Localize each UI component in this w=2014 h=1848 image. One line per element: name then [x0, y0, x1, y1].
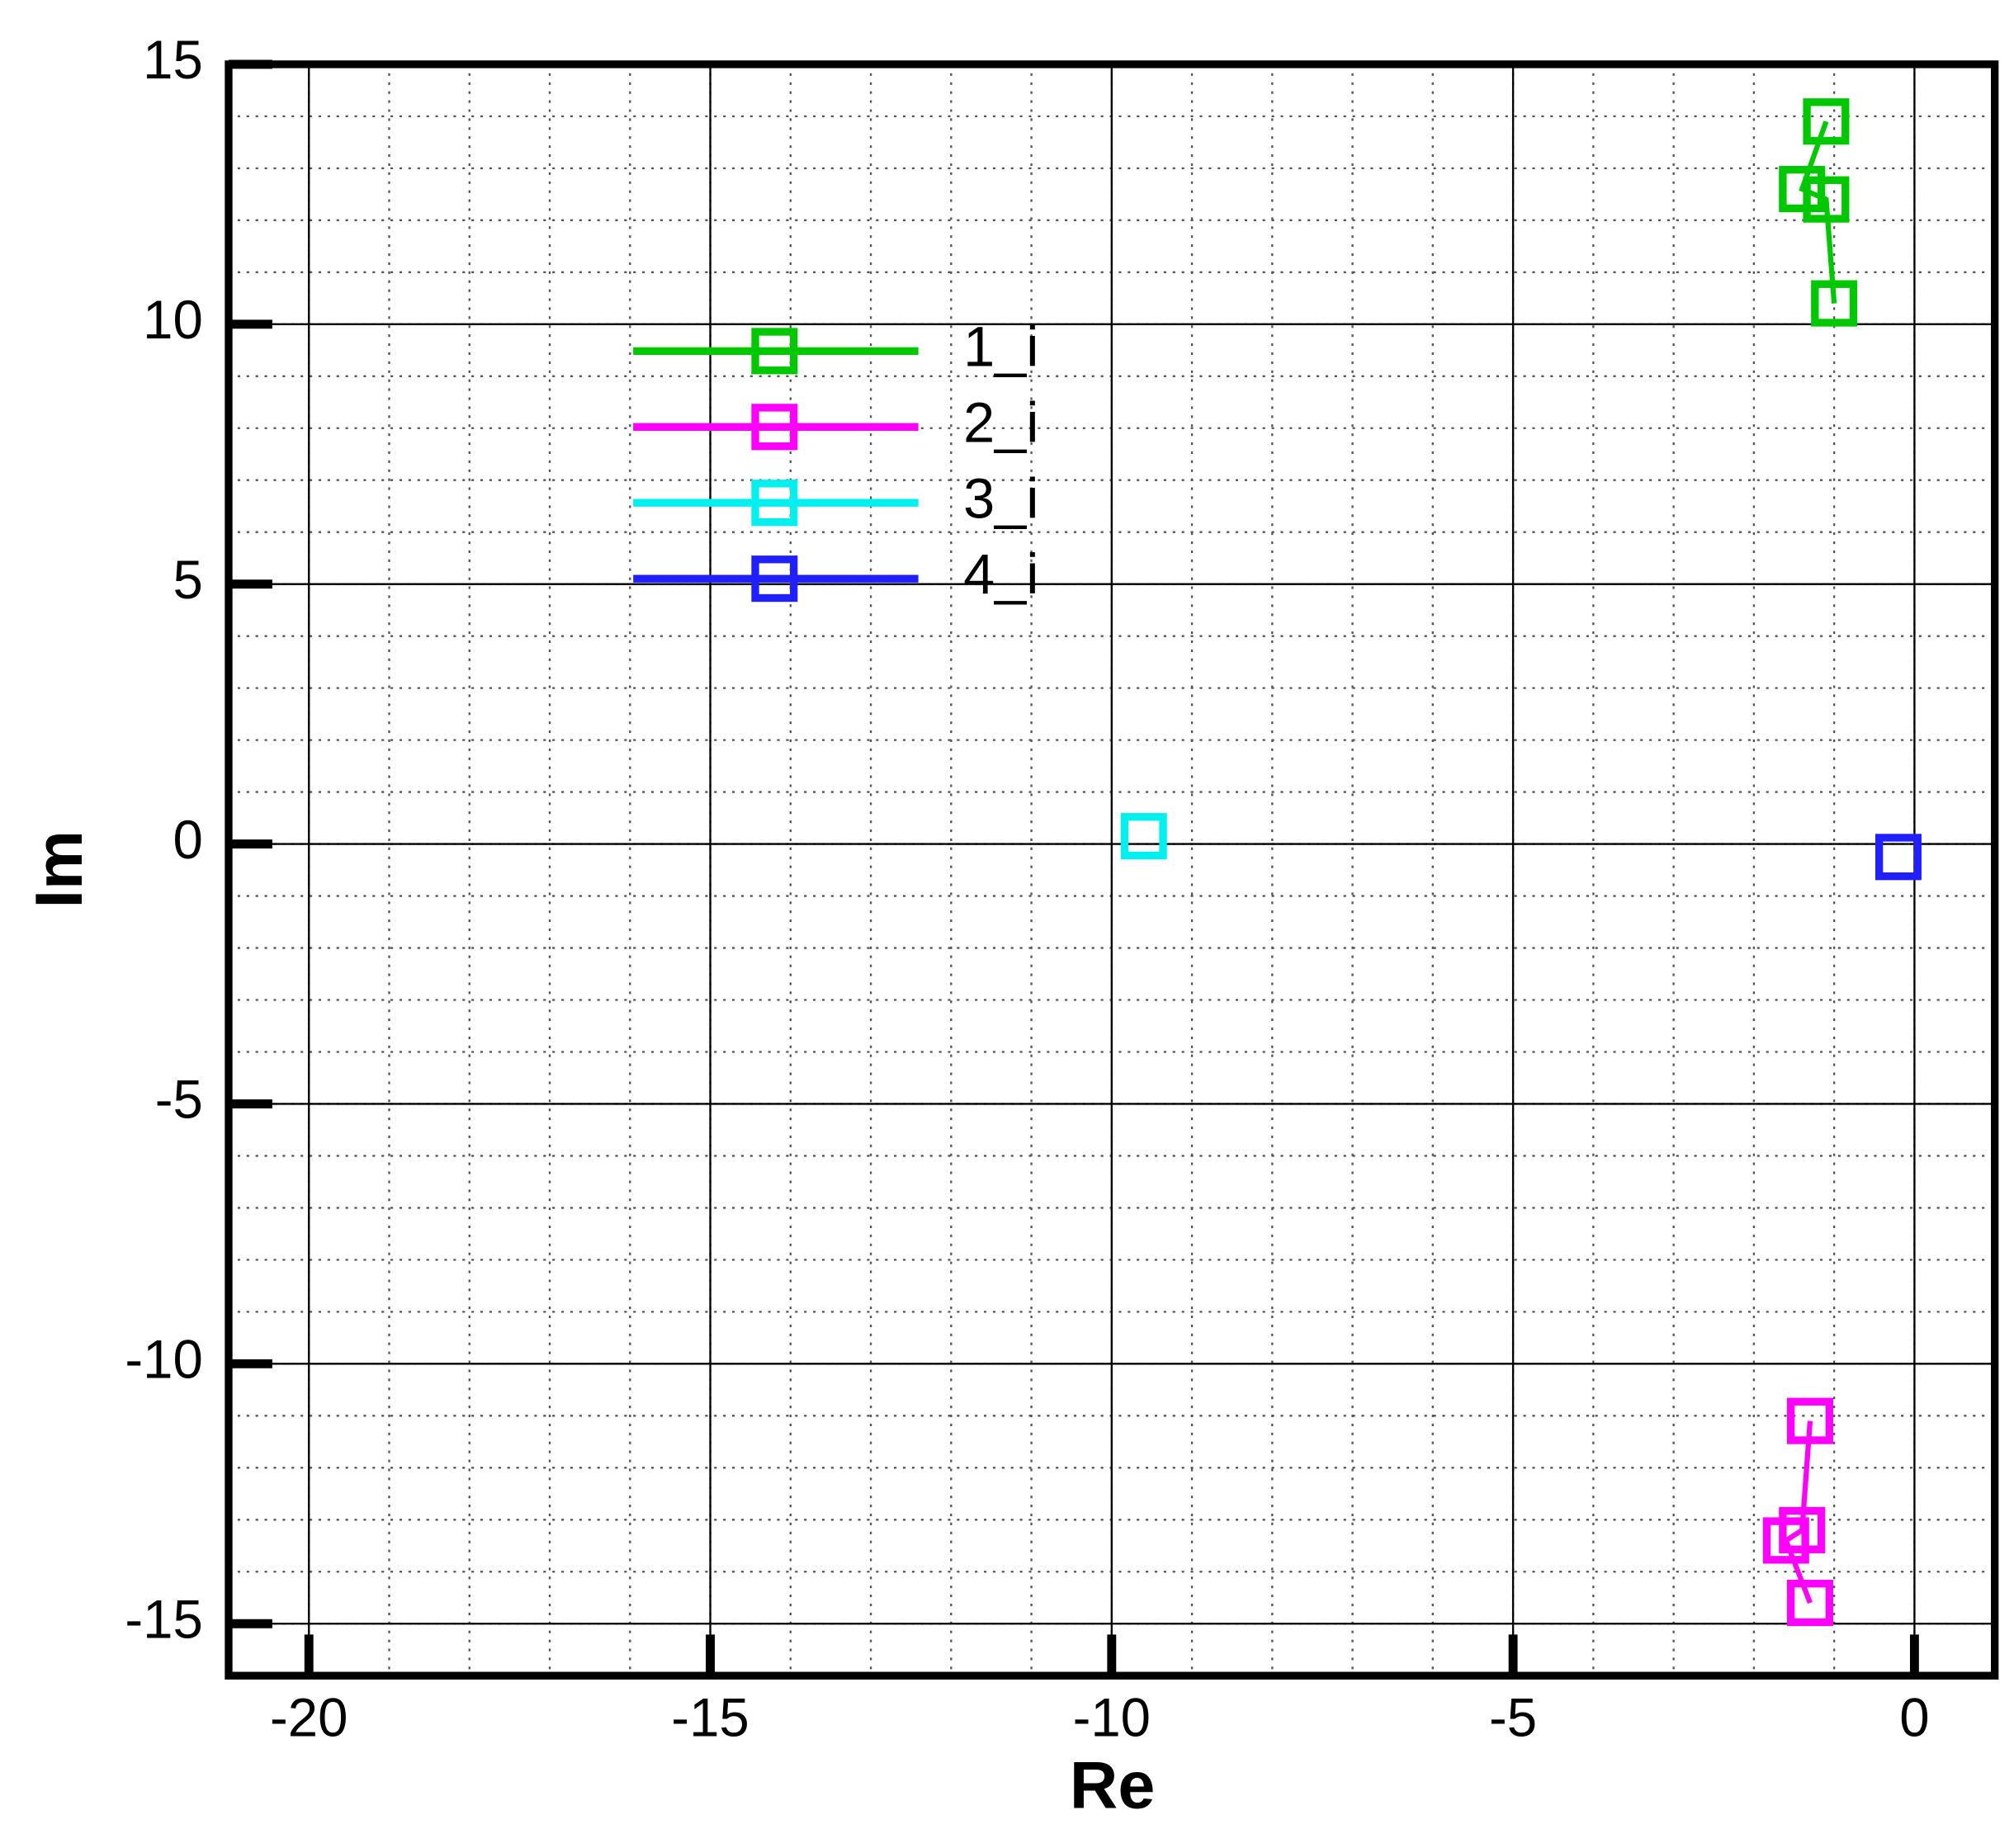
- y-tick-label: 10: [143, 290, 203, 350]
- y-tick-label: 0: [173, 810, 203, 870]
- legend-label: 3_i: [963, 466, 1038, 530]
- marker: [1786, 1397, 1833, 1444]
- marker: [1875, 834, 1922, 881]
- legend-marker: [751, 328, 798, 375]
- marker: [1803, 176, 1850, 223]
- legend-label: 1_i: [963, 314, 1038, 378]
- legend-label: 4_i: [963, 542, 1038, 606]
- y-tick-label: 15: [143, 30, 203, 90]
- x-axis-label: Re: [1070, 1748, 1155, 1822]
- y-tick-label: -15: [125, 1589, 202, 1649]
- legend-marker: [751, 404, 798, 451]
- y-tick-label: -5: [155, 1070, 203, 1130]
- marker: [1811, 280, 1858, 327]
- marker: [1803, 98, 1850, 145]
- y-axis-label: Im: [22, 830, 97, 909]
- x-tick-label: -5: [1489, 1688, 1537, 1748]
- plot-frame: [225, 60, 1999, 1680]
- legend-label: 2_i: [963, 390, 1038, 454]
- x-tick-label: -15: [671, 1688, 749, 1748]
- x-tick-label: -10: [1073, 1688, 1151, 1748]
- y-tick-label: -10: [125, 1330, 202, 1390]
- y-tick-label: 5: [173, 550, 203, 610]
- marker: [1786, 1579, 1833, 1627]
- series-line: [1782, 1420, 1813, 1605]
- legend-marker: [751, 555, 798, 603]
- series-line: [1799, 121, 1837, 304]
- legend-marker: [751, 480, 798, 527]
- marker: [1762, 1517, 1809, 1564]
- x-tick-label: 0: [1899, 1688, 1929, 1748]
- x-tick-label: -20: [270, 1688, 347, 1748]
- marker: [1779, 166, 1826, 213]
- marker: [1120, 813, 1167, 860]
